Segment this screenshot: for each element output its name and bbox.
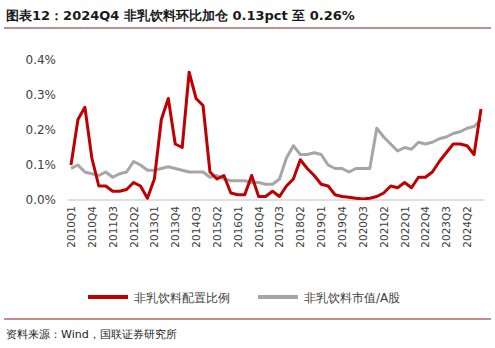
title-rule bbox=[4, 28, 491, 29]
x-tick-label: 2021Q2 bbox=[378, 206, 390, 248]
x-tick-label: 2019Q4 bbox=[336, 206, 348, 248]
x-tick-label: 2022Q4 bbox=[419, 206, 431, 248]
plot-area bbox=[71, 72, 481, 199]
y-tick-label: 0.0% bbox=[26, 193, 57, 207]
x-tick-label: 2019Q1 bbox=[315, 206, 327, 248]
x-tick-label: 2017Q3 bbox=[273, 206, 285, 248]
series-line bbox=[71, 72, 481, 199]
x-tick-label: 2016Q4 bbox=[253, 206, 265, 248]
legend-label: 非乳饮料配置比例 bbox=[134, 291, 230, 305]
x-tick-label: 2014Q3 bbox=[190, 206, 202, 248]
source: 资料来源：Wind，国联证券研究所 bbox=[6, 328, 177, 341]
x-tick-label: 2024Q2 bbox=[461, 206, 473, 248]
x-tick-label: 2018Q2 bbox=[294, 206, 306, 248]
y-tick-label: 0.1% bbox=[26, 158, 57, 172]
x-tick-label: 2020Q3 bbox=[357, 206, 369, 248]
x-tick-label: 2011Q3 bbox=[107, 206, 119, 248]
x-tick-label: 2023Q3 bbox=[440, 206, 452, 248]
x-tick-label: 2016Q1 bbox=[232, 206, 244, 248]
x-tick-label: 2022Q1 bbox=[399, 206, 411, 248]
y-tick-label: 0.2% bbox=[26, 123, 57, 137]
legend-label: 非乳饮料市值/A股 bbox=[304, 291, 400, 305]
title: 图表12：2024Q4 非乳饮料环比加仓 0.13pct 至 0.26% bbox=[6, 8, 355, 23]
source-rule bbox=[4, 319, 491, 320]
y-tick-label: 0.3% bbox=[26, 88, 57, 102]
x-tick-label: 2010Q1 bbox=[65, 206, 77, 248]
x-tick-label: 2012Q2 bbox=[128, 206, 140, 248]
y-tick-label: 0.4% bbox=[26, 53, 57, 67]
x-tick-label: 2015Q2 bbox=[211, 206, 223, 248]
series-line bbox=[71, 120, 481, 185]
x-tick-label: 2010Q4 bbox=[86, 206, 98, 248]
x-axis bbox=[68, 200, 484, 201]
x-tick-label: 2013Q4 bbox=[169, 206, 181, 248]
legend-swatch bbox=[258, 295, 298, 299]
legend-swatch bbox=[88, 295, 128, 299]
x-tick-label: 2013Q1 bbox=[148, 206, 160, 248]
